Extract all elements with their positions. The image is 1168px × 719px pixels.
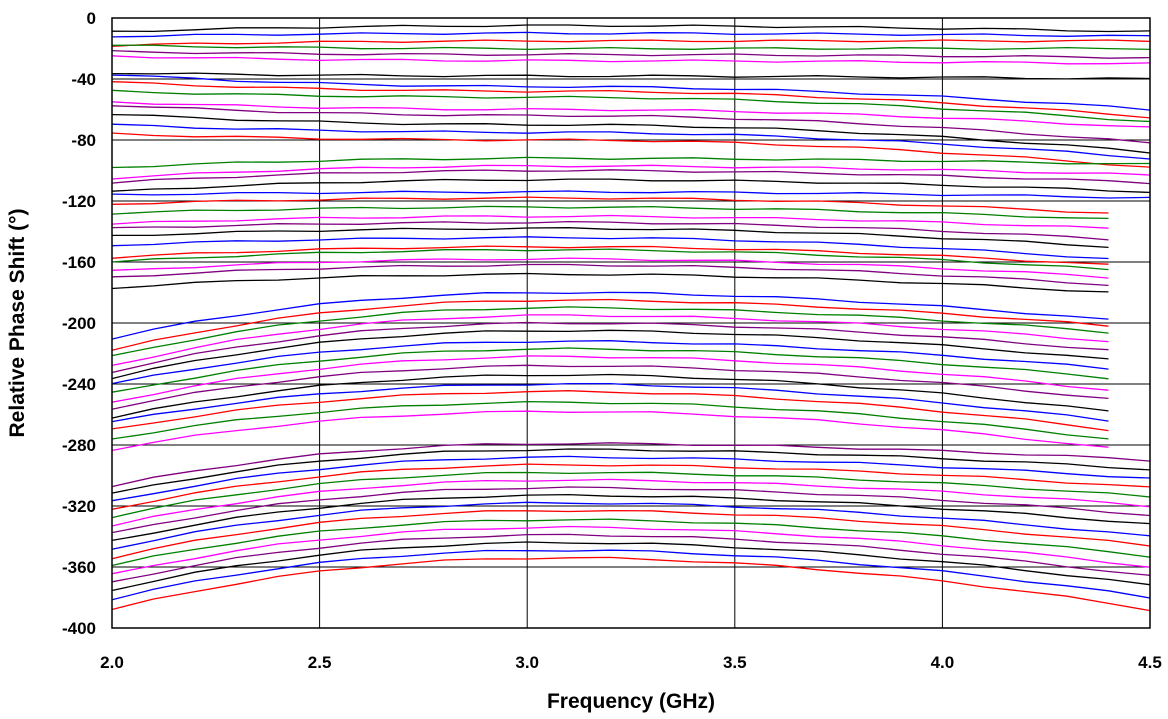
- series-line: [111, 442, 1151, 488]
- series-line: [111, 314, 1109, 367]
- series-line: [111, 373, 1109, 419]
- series-line: [111, 24, 1151, 33]
- series-line: [111, 455, 1151, 502]
- series-line: [111, 493, 1151, 542]
- series-line: [111, 245, 1109, 265]
- series-line: [111, 169, 1151, 185]
- x-tick-label: 4.0: [931, 653, 955, 672]
- x-tick-label: 2.5: [308, 653, 332, 672]
- series-line: [111, 364, 1109, 410]
- y-tick-label: -400: [62, 619, 96, 638]
- series-line: [111, 298, 1109, 351]
- series-line: [111, 123, 1151, 160]
- series-line: [111, 525, 1151, 575]
- series-line: [111, 105, 1151, 144]
- series-line: [112, 227, 1109, 249]
- series-line: [111, 382, 1109, 423]
- y-tick-label: -40: [71, 70, 96, 89]
- series-line: [111, 518, 1151, 567]
- series-line: [111, 263, 1109, 287]
- series-line: [111, 89, 1151, 123]
- y-axis-tick-labels: 0 -40 -80 -120 -160 -200 -240 -280 -320 -360 -400: [62, 9, 96, 638]
- series-line: [111, 196, 1109, 214]
- series-line: [111, 340, 1109, 385]
- series-line: [111, 55, 1151, 65]
- series-line: [111, 448, 1151, 494]
- series-line: [111, 291, 1109, 340]
- series-line: [111, 478, 1151, 527]
- y-tick-label: -80: [71, 131, 96, 150]
- series-line: [111, 321, 1109, 374]
- series-line: [111, 214, 1109, 229]
- series-line: [111, 329, 1109, 380]
- x-tick-label: 2.0: [100, 653, 124, 672]
- series-line: [111, 501, 1151, 550]
- x-tick-label: 3.0: [515, 653, 539, 672]
- series-line: [111, 81, 1151, 119]
- series-line: [111, 541, 1151, 592]
- series-line: [111, 178, 1151, 194]
- series-line: [111, 471, 1151, 519]
- x-axis-tick-labels: 2.0 2.5 3.0 3.5 4.0 4.5: [100, 653, 1162, 672]
- series-line: [111, 390, 1109, 432]
- series-line: [111, 220, 1109, 241]
- series-line: [111, 132, 1151, 168]
- series-line: [111, 156, 1151, 169]
- series-line: [111, 347, 1109, 393]
- y-tick-label: -120: [62, 192, 96, 211]
- y-tick-label: -320: [62, 497, 96, 516]
- series-line: [111, 39, 1151, 47]
- series-line: [111, 257, 1109, 279]
- series-line: [111, 31, 1151, 38]
- x-tick-label: 4.5: [1138, 653, 1162, 672]
- series-line: [111, 72, 1151, 80]
- y-axis-title: Relative Phase Shift (°): [6, 209, 29, 438]
- y-tick-label: -200: [62, 314, 96, 333]
- series-line: [111, 549, 1151, 601]
- series-line: [111, 164, 1151, 180]
- y-tick-label: 0: [87, 9, 96, 28]
- series-line: [111, 248, 1109, 271]
- x-axis-title: Frequency (GHz): [547, 690, 715, 713]
- series-line: [111, 306, 1109, 357]
- series-line: [111, 74, 1151, 111]
- series-line: [111, 205, 1109, 220]
- series-line: [111, 410, 1109, 452]
- y-tick-label: -280: [62, 436, 96, 455]
- y-tick-label: -240: [62, 375, 96, 394]
- series-line: [111, 556, 1151, 612]
- series-line: [111, 272, 1109, 293]
- x-tick-label: 3.5: [723, 653, 747, 672]
- series-line: [111, 400, 1109, 440]
- series-line: [111, 49, 1151, 59]
- series-line: [111, 510, 1151, 560]
- series-line: [111, 533, 1151, 583]
- data-series: [111, 24, 1151, 612]
- series-line: [111, 486, 1151, 534]
- series-line: [111, 44, 1151, 51]
- series-line: [111, 463, 1151, 510]
- series-line: [111, 190, 1151, 199]
- series-line: [111, 113, 1151, 154]
- y-tick-label: -360: [62, 558, 96, 577]
- plot-area-frame: [111, 17, 1151, 629]
- series-line: [111, 101, 1151, 128]
- series-line: [111, 236, 1109, 260]
- y-tick-label: -160: [62, 253, 96, 272]
- series-line: [111, 355, 1109, 403]
